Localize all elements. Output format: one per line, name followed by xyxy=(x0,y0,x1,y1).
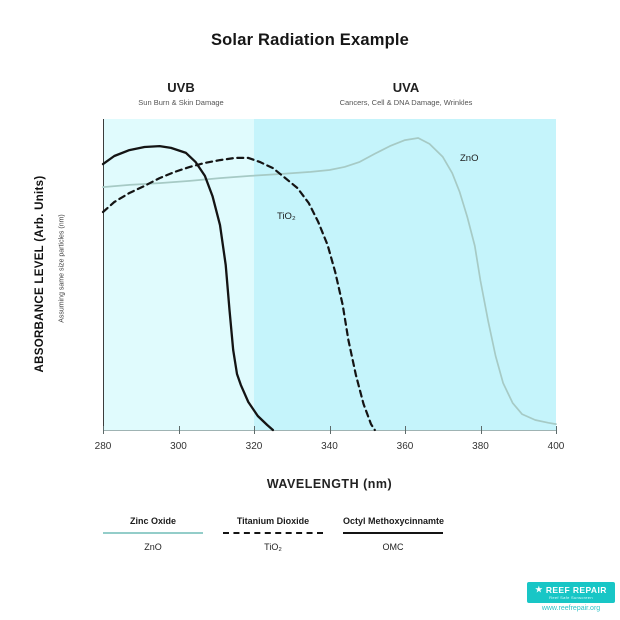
curve-tio xyxy=(101,156,376,432)
brand-name: REEF REPAIR xyxy=(545,584,607,595)
legend-abbreviation: OMC xyxy=(382,542,404,552)
legend-abbreviation: ZnO xyxy=(144,542,162,552)
x-tick-label-300: 300 xyxy=(170,441,187,452)
x-tick-320 xyxy=(254,426,255,434)
legend-entry-zno: Zinc Oxide ZnO xyxy=(103,516,203,552)
uvb-sublabel: Sun Burn & Skin Damage xyxy=(138,98,224,107)
y-axis-title: ABSORBANCE LEVEL (Arb. Units) xyxy=(34,175,46,373)
curve-omc xyxy=(101,144,275,432)
y-axis-line xyxy=(103,119,104,431)
absorbance-curves xyxy=(101,137,557,432)
legend-line-sample xyxy=(103,532,203,534)
x-tick-label-340: 340 xyxy=(321,441,338,452)
legend-line-sample xyxy=(343,532,443,534)
legend-entry-tio: Titanium Dioxide TiO₂ xyxy=(223,516,323,552)
page-title: Solar Radiation Example xyxy=(210,31,410,49)
uva-sublabel: Cancers, Cell & DNA Damage, Wrinkles xyxy=(339,98,473,107)
legend-line-sample xyxy=(223,532,323,534)
legend-title: Octyl Methoxycinnamte xyxy=(343,516,445,526)
x-tick-label-380: 380 xyxy=(472,441,489,452)
x-tick-380 xyxy=(480,426,482,434)
x-axis-title: WAVELENGTH (nm) xyxy=(266,477,393,491)
x-tick-label-360: 360 xyxy=(396,441,414,452)
uvb-label: UVB xyxy=(167,80,195,95)
band-header-uva: UVA Cancers, Cell & DNA Damage, Wrinkles xyxy=(340,80,473,107)
x-tick-400 xyxy=(556,426,557,434)
brand-url: www.reefrepair.org xyxy=(541,605,601,612)
legend: Zinc Oxide ZnO Titanium Dioxide TiO₂ Octyl M… xyxy=(103,516,445,552)
curve-label-zno: ZnO xyxy=(460,153,479,164)
brand-badge: ★ REEF REPAIR Reef Safe Sunscreen xyxy=(527,582,615,603)
brand-tagline: Reef Safe Sunscreen xyxy=(549,594,593,600)
uva-region xyxy=(254,119,556,430)
band-header-uvb: UVB Sun Burn & Skin Damage xyxy=(138,80,223,107)
y-axis-subtitle: Assuming same size particles (nm) xyxy=(58,214,66,323)
uva-label: UVA xyxy=(392,80,420,95)
legend-abbreviation: TiO₂ xyxy=(264,542,282,552)
star-icon: ★ xyxy=(535,584,543,594)
x-tick-300 xyxy=(178,426,180,434)
x-tick-label-320: 320 xyxy=(245,441,263,452)
legend-title: Titanium Dioxide xyxy=(236,516,310,526)
legend-entry-omc: Octyl Methoxycinnamte OMC xyxy=(343,516,445,552)
x-tick-label-400: 400 xyxy=(547,441,565,452)
x-tick-280 xyxy=(103,426,104,434)
x-tick-360 xyxy=(405,426,406,434)
legend-title: Zinc Oxide xyxy=(129,516,176,526)
x-tick-340 xyxy=(329,426,331,434)
curve-zno xyxy=(102,137,557,425)
curve-label-tio2: TiO₂ xyxy=(277,211,296,222)
x-tick-label-280: 280 xyxy=(94,441,112,452)
